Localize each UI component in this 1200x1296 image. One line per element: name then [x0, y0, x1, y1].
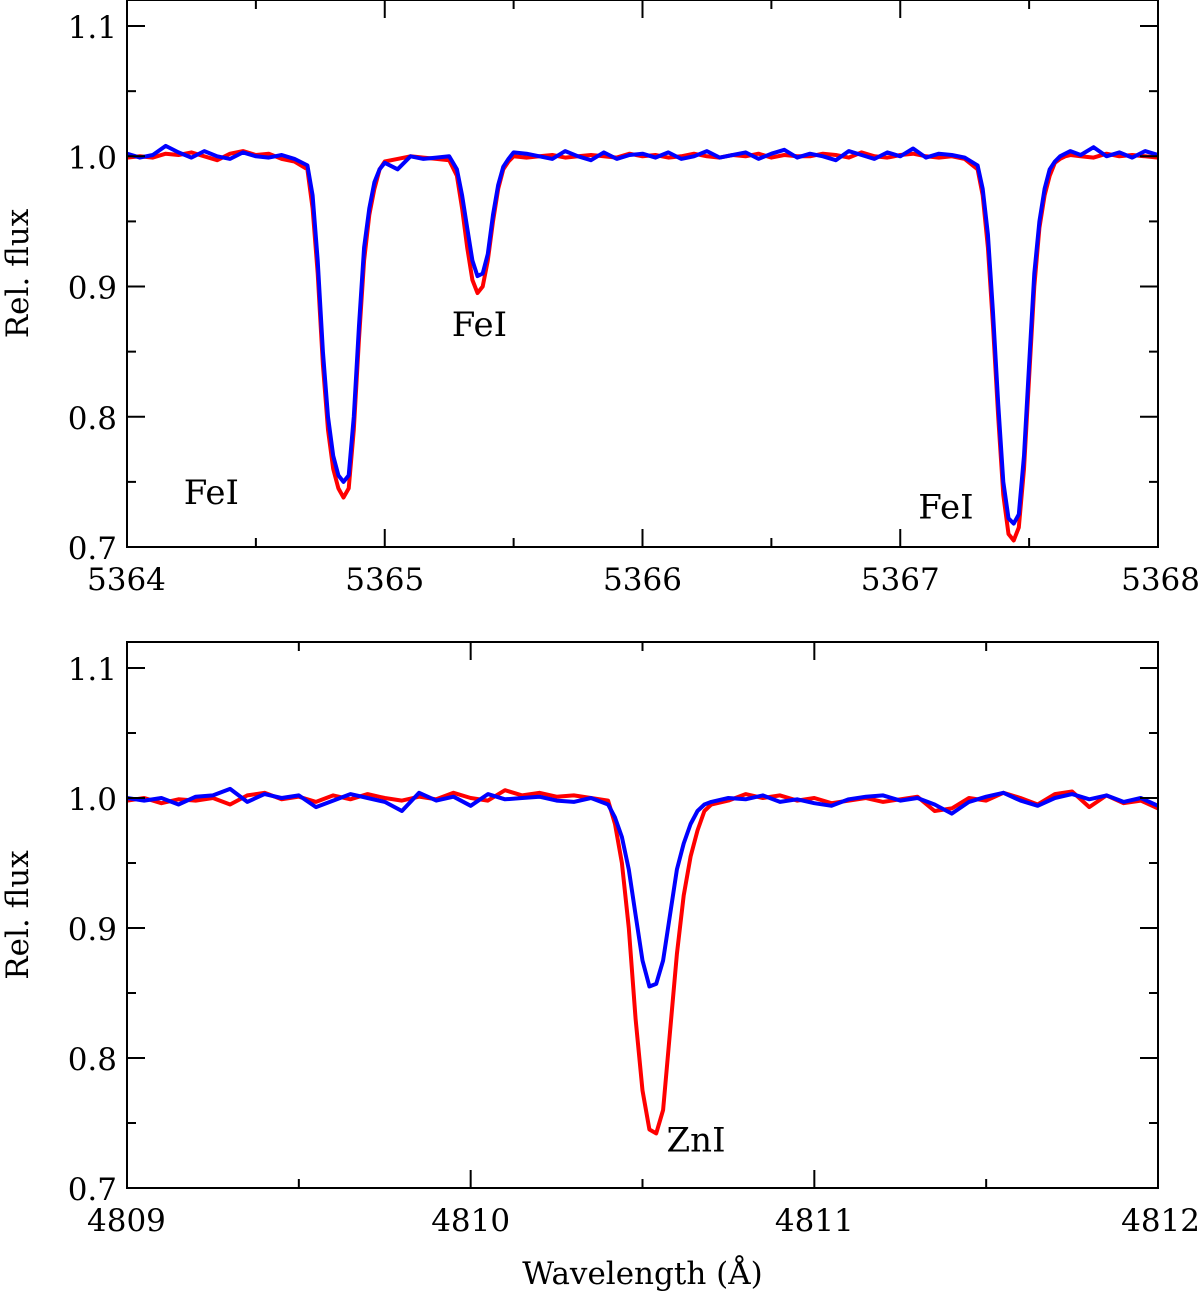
series-line-blue	[127, 143, 1158, 526]
y-tick-label: 0.7	[68, 531, 117, 567]
x-tick-label: 5366	[603, 562, 682, 598]
plot-frame	[126, 641, 1159, 1189]
line-annotation: FeI	[452, 305, 507, 345]
bottom-panel: 4809 4810 4811 4812 0.7 0.8 0.9 1.0 1.1 Rel. flux…	[0, 641, 1200, 1292]
y-axis-title: Rel. flux	[0, 208, 36, 338]
x-tick-label: 4809	[87, 1203, 166, 1239]
line-annotation: FeI	[184, 473, 239, 513]
x-tick-label: 4810	[431, 1203, 510, 1239]
line-annotation: ZnI	[667, 1121, 726, 1161]
x-tick-label: 5365	[345, 562, 424, 598]
x-tick-label: 5368	[1121, 562, 1200, 598]
series-line-red	[127, 788, 1158, 1136]
y-tick-label: 1.1	[68, 10, 117, 46]
y-axis-title: Rel. flux	[0, 850, 36, 980]
y-tick-label: 1.0	[68, 140, 117, 176]
x-tick-label: 5364	[87, 562, 166, 598]
y-tick-label: 0.9	[68, 912, 117, 948]
x-tick-label: 4812	[1121, 1203, 1200, 1239]
y-tick-label: 1.1	[68, 652, 117, 688]
x-axis-title: Wavelength (Å)	[522, 1254, 762, 1292]
series-line-blue	[127, 786, 1158, 989]
line-annotation: FeI	[918, 487, 973, 527]
y-tick-label: 0.8	[68, 401, 117, 437]
top-panel: 5364 5365 5366 5367 5368 0.7 0.8 0.9 1.0 1.1 Rel. …	[0, 0, 1200, 598]
y-tick-label: 0.7	[68, 1172, 117, 1208]
y-tick-label: 0.9	[68, 271, 117, 307]
x-tick-label: 4811	[775, 1203, 854, 1239]
y-tick-label: 0.8	[68, 1042, 117, 1078]
x-tick-label: 5367	[861, 562, 940, 598]
y-tick-label: 1.0	[68, 782, 117, 818]
